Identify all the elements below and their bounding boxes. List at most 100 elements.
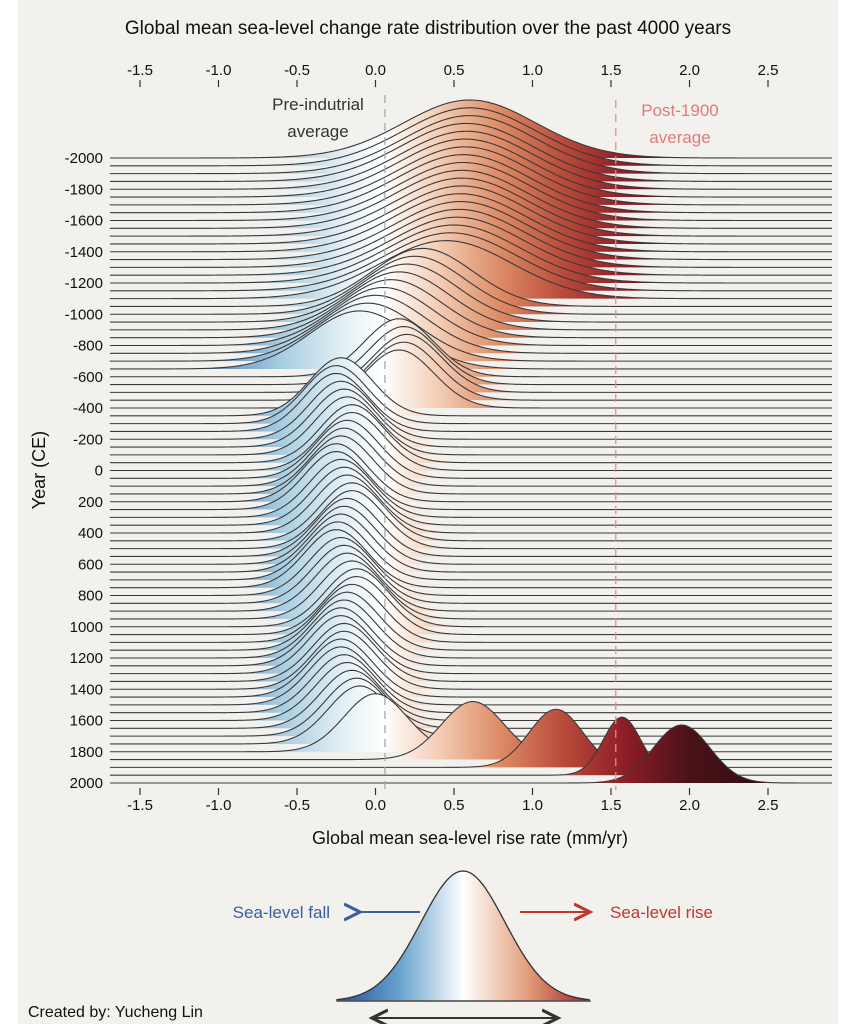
y-tick-label: -1800	[65, 181, 103, 198]
ridge-line-1400	[110, 630, 832, 690]
ridge-line-1450	[110, 638, 832, 698]
ridge-fill-650	[110, 514, 832, 573]
ridge-fill-2000	[110, 725, 832, 783]
ridge-line--1900	[109, 115, 832, 175]
ridge-line-1250	[110, 607, 832, 667]
ridges	[109, 99, 832, 784]
y-tick-label: 1600	[70, 713, 103, 730]
ridge-line--500	[110, 333, 832, 393]
ridge-line-2000	[110, 724, 832, 784]
ridge-line--700	[109, 302, 832, 362]
ridge-line-800	[110, 536, 832, 597]
ridge-fill-750	[110, 529, 832, 588]
ridge-line--800	[110, 286, 832, 347]
ridge-line-1200	[110, 599, 832, 659]
ridge-line-350	[110, 466, 832, 526]
y-tick-label: 0	[95, 463, 103, 480]
ridge-line-1300	[109, 615, 832, 675]
ridge-fill--1050	[110, 248, 832, 307]
y-tick-label: -200	[73, 431, 103, 448]
top-x-tick-label: -1.5	[127, 62, 153, 79]
ridge-line--750	[110, 294, 832, 354]
ridge-line--950	[110, 263, 832, 323]
bottom-x-tick-label: 1.0	[522, 797, 543, 814]
ridge-line-250	[110, 451, 832, 511]
bottom-x-tick-label: -0.5	[284, 797, 310, 814]
bottom-x-tick-label: 0.0	[365, 797, 386, 814]
ridge-line--1400	[110, 193, 832, 253]
ridge-fill--650	[110, 310, 832, 369]
credit-text: Created by: Yucheng Lin	[28, 1004, 203, 1021]
ridge-line--650	[110, 310, 832, 370]
ridge-line--2000	[110, 99, 832, 159]
ridge-line--100	[109, 396, 832, 456]
ridge-fill--800	[110, 287, 832, 346]
ridge-line--1000	[110, 255, 832, 315]
ridge-fill--850	[110, 279, 832, 338]
y-tick-label: -600	[73, 369, 103, 386]
ridge-line--400	[110, 349, 832, 409]
ridge-fill-1250	[110, 607, 832, 666]
legend-fall-label: Sea-level fall	[233, 903, 330, 922]
ridge-line-50	[110, 419, 832, 479]
ridge-line--1850	[110, 122, 832, 182]
ridge-line--450	[110, 341, 832, 401]
ridge-line--150	[110, 388, 832, 448]
ridge-line--600	[110, 318, 832, 378]
ridge-line--1750	[110, 138, 832, 198]
ridge-fill-1300	[110, 615, 832, 674]
ridge-line--1100	[109, 240, 832, 300]
ridge-fill-1500	[110, 646, 832, 705]
y-tick-label: -1400	[65, 244, 103, 261]
top-x-tick-label: 2.0	[679, 62, 700, 79]
top-x-tick-label: 2.5	[758, 62, 779, 79]
ridge-line-1100	[109, 583, 832, 643]
y-tick-label: 400	[78, 525, 103, 542]
y-tick-label: 2000	[70, 775, 103, 792]
chart-title: Global mean sea-level change rate distri…	[125, 18, 731, 39]
ridge-fill-200	[110, 443, 832, 502]
ridge-line--1050	[110, 247, 832, 307]
ridge-line-850	[110, 544, 832, 604]
pre-industrial-label-line1: Pre-indutrial	[272, 95, 364, 114]
ridge-line--1200	[110, 224, 832, 284]
ridge-line-1050	[110, 576, 832, 636]
ridge-line-1350	[110, 622, 832, 682]
ridge-fill-700	[110, 521, 832, 580]
y-tick-label: -2000	[65, 150, 103, 167]
ridge-line--300	[109, 365, 832, 425]
y-axis-label: Year (CE)	[29, 431, 49, 509]
legend-distribution	[336, 870, 592, 1002]
post-1900-label-line2: average	[649, 128, 710, 147]
y-axis: -2000-1800-1600-1400-1200-1000-800-600-4…	[65, 150, 103, 792]
top-x-tick-label: 1.5	[601, 62, 622, 79]
y-tick-label: -400	[73, 400, 103, 417]
ridge-fill-800	[110, 537, 832, 596]
ridge-line-550	[110, 497, 832, 557]
ridge-line--550	[110, 326, 832, 386]
ridge-fill--200	[110, 381, 832, 440]
ridge-line--350	[110, 357, 832, 417]
y-tick-label: -1200	[65, 275, 103, 292]
top-x-tick-label: -0.5	[284, 62, 310, 79]
ridge-line--1500	[109, 177, 832, 237]
pre-industrial-label-line2: average	[287, 122, 348, 141]
color-legend: Sea-level fall Sea-level rise	[233, 870, 713, 1018]
ridge-line-900	[109, 552, 832, 612]
ridge-line--1450	[110, 185, 832, 245]
ridge-fill--1000	[110, 256, 832, 315]
ridge-line-650	[110, 513, 832, 573]
ridge-fill-300	[110, 459, 832, 518]
x-axis-label: Global mean sea-level rise rate (mm/yr)	[312, 828, 628, 848]
legend-rise-label: Sea-level rise	[610, 903, 713, 922]
ridge-line--1700	[109, 146, 832, 206]
ridge-fill--300	[110, 365, 832, 424]
bottom-x-tick-label: -1.0	[206, 797, 232, 814]
ridge-fill-250	[110, 451, 832, 510]
ridge-fill--900	[110, 271, 832, 330]
ridge-fill--350	[110, 357, 832, 416]
ridge-line--250	[110, 372, 832, 432]
ridge-line-950	[110, 560, 832, 620]
bottom-x-tick-label: -1.5	[127, 797, 153, 814]
y-tick-label: 1800	[70, 744, 103, 761]
